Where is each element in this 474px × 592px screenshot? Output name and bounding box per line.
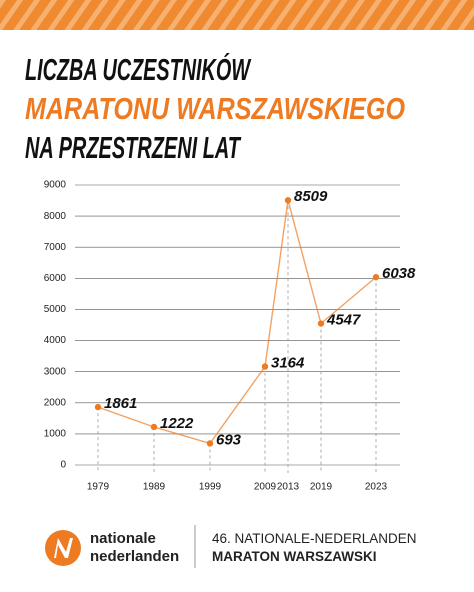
y-tick-label: 5000 xyxy=(44,304,67,315)
x-tick-label: 2013 xyxy=(277,482,300,493)
logo-mark xyxy=(54,538,73,558)
value-label: 693 xyxy=(216,431,242,448)
event: 46. NATIONALE-NEDERLANDEN xyxy=(212,531,417,546)
x-tick-label: 1979 xyxy=(87,482,110,493)
value-label: 1861 xyxy=(104,395,137,412)
value-label: 6038 xyxy=(382,265,416,282)
x-tick-label: 1989 xyxy=(143,482,166,493)
brand: nationale xyxy=(90,530,156,547)
point xyxy=(372,273,380,281)
y-tick-label: 7000 xyxy=(44,242,67,253)
value-label: 4547 xyxy=(326,312,361,329)
value-label: 1222 xyxy=(160,415,194,432)
title-line: LICZBA UCZESTNIKÓW xyxy=(25,52,252,87)
header-band xyxy=(0,0,474,30)
event: MARATON WARSZAWSKI xyxy=(212,549,377,564)
footer: nationale nederlanden 46. NATIONALE-NEDE… xyxy=(45,525,417,568)
point xyxy=(206,440,214,447)
y-tick-label: 4000 xyxy=(44,335,67,346)
title-line: NA PRZESTRZENI LAT xyxy=(25,130,242,165)
plot: 0 1000 2000 3000 4000 5000 6000 7000 8000 9000 197… xyxy=(44,180,416,493)
y-tick-label: 1000 xyxy=(44,429,67,440)
y-tick-label: 8000 xyxy=(44,211,67,222)
y-tick-label: 0 xyxy=(60,460,66,471)
point xyxy=(94,403,102,411)
point xyxy=(150,423,158,431)
y-tick-label: 9000 xyxy=(44,180,67,191)
title-line: MARATONU WARSZAWSKIEGO xyxy=(25,91,405,126)
x-tick-label: 1999 xyxy=(199,482,222,493)
point xyxy=(284,197,292,204)
value-label: 8509 xyxy=(294,188,328,205)
x-tick-label: 2023 xyxy=(365,482,388,493)
y-tick-label: 3000 xyxy=(44,366,67,377)
y-tick-label: 6000 xyxy=(44,273,67,284)
point xyxy=(317,320,325,327)
x-tick-label: 2019 xyxy=(310,482,333,493)
value-label: 3164 xyxy=(271,355,305,372)
point xyxy=(261,363,269,370)
y-tick-label: 2000 xyxy=(44,397,67,408)
brand: nederlanden xyxy=(90,548,179,565)
x-tick-label: 2009 xyxy=(254,482,277,493)
